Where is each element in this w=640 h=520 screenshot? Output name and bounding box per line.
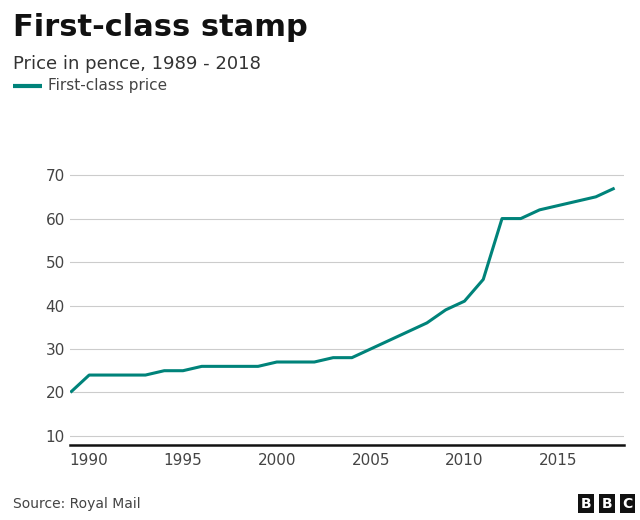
Text: B: B xyxy=(602,497,612,511)
Text: Price in pence, 1989 - 2018: Price in pence, 1989 - 2018 xyxy=(13,55,260,73)
Text: B: B xyxy=(581,497,591,511)
Text: C: C xyxy=(622,497,632,511)
Text: Source: Royal Mail: Source: Royal Mail xyxy=(13,497,140,511)
Text: First-class stamp: First-class stamp xyxy=(13,13,308,42)
Text: First-class price: First-class price xyxy=(48,79,167,93)
